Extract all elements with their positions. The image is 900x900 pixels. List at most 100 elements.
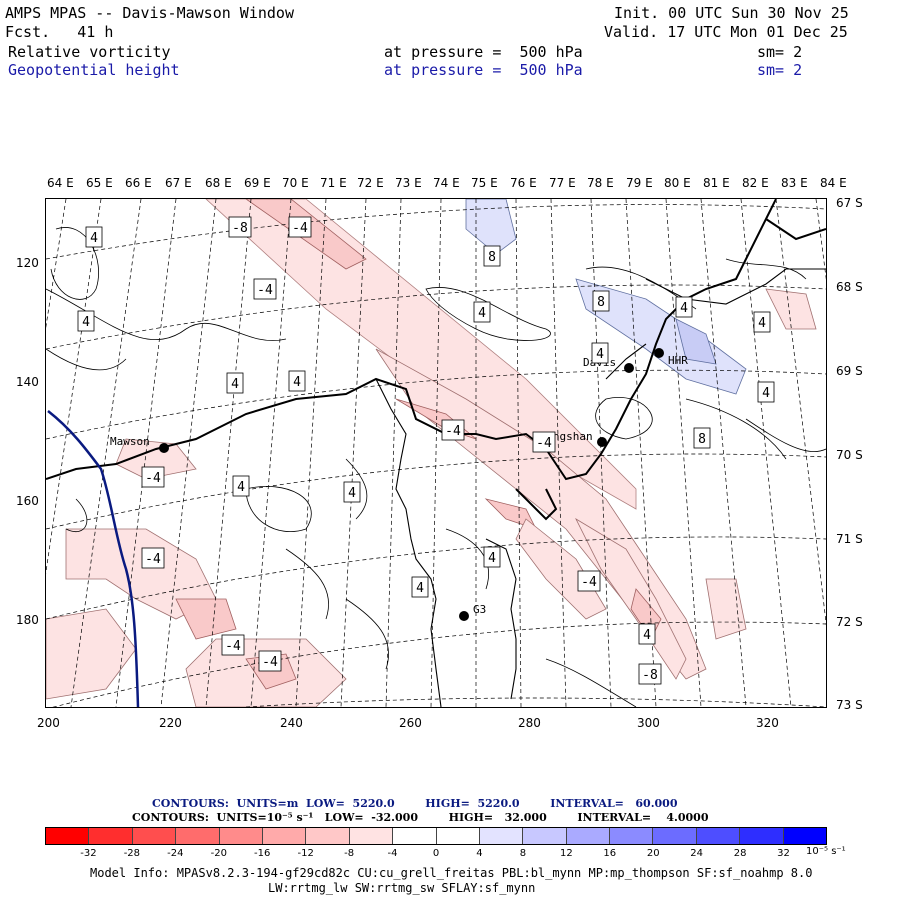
contour-label: 4 bbox=[348, 486, 356, 501]
contour-label: 4 bbox=[762, 386, 770, 401]
contour-label-box bbox=[693, 427, 711, 449]
vorticity-contour-legend: CONTOURS: UNITS=10⁻⁵ s⁻¹ LOW= -32.000 HI… bbox=[132, 811, 709, 824]
field2-name: Geopotential height bbox=[8, 61, 180, 79]
contour-label-box bbox=[228, 216, 252, 238]
contour-label: 4 bbox=[90, 231, 98, 246]
lat-label: 68 S bbox=[836, 280, 863, 294]
colorbar-label: 8 bbox=[519, 848, 527, 859]
lat-label: 70 S bbox=[836, 448, 863, 462]
geopotential-height-contour bbox=[47, 410, 140, 707]
colorbar-units: 10⁻⁵ s⁻¹ bbox=[806, 846, 846, 857]
colorbar-label: 4 bbox=[476, 848, 483, 859]
contour-label: 4 bbox=[596, 347, 604, 362]
station-hhr-marker bbox=[654, 348, 664, 358]
x-tick-label: 320 bbox=[756, 716, 779, 730]
contour-label: 8 bbox=[597, 295, 605, 310]
x-tick-label: 260 bbox=[399, 716, 422, 730]
station-g3-label: G3 bbox=[473, 603, 486, 616]
lat-label: 73 S bbox=[836, 698, 863, 712]
contour-label-box bbox=[221, 634, 245, 656]
lon-label: 84 E bbox=[820, 176, 847, 190]
contour-label-box bbox=[232, 475, 250, 497]
contour-label-box bbox=[483, 245, 501, 267]
contour-label-box bbox=[253, 278, 277, 300]
contour-label: -4 bbox=[262, 655, 278, 670]
contour-label-box bbox=[77, 310, 95, 332]
contour-label-box bbox=[577, 570, 601, 592]
lon-label: 74 E bbox=[433, 176, 460, 190]
colorbar-cell bbox=[349, 828, 394, 844]
colorbar-cell bbox=[132, 828, 177, 844]
contour-label-box bbox=[441, 419, 465, 441]
contour-label-box bbox=[592, 290, 610, 312]
contour-label: 4 bbox=[478, 306, 486, 321]
contour-label-box bbox=[532, 431, 556, 453]
map-title: AMPS MPAS -- Davis-Mawson Window bbox=[5, 4, 294, 22]
contour-label-box bbox=[258, 650, 282, 672]
contour-label-box bbox=[226, 372, 244, 394]
colorbar-label: -16 bbox=[254, 848, 271, 859]
colorbar-cell bbox=[46, 828, 90, 844]
x-tick-label: 220 bbox=[159, 716, 182, 730]
colorbar-label: -24 bbox=[167, 848, 184, 859]
contour-label-box bbox=[638, 663, 662, 685]
field1-name: Relative vorticity bbox=[8, 43, 171, 61]
contour-label-box bbox=[288, 216, 312, 238]
contour-label-box bbox=[411, 576, 429, 598]
contour-label: -4 bbox=[145, 471, 161, 486]
colorbar-cell bbox=[610, 828, 654, 844]
lon-label: 71 E bbox=[320, 176, 347, 190]
colorbar-cell bbox=[89, 828, 133, 844]
colorbar-label: 20 bbox=[646, 848, 660, 859]
x-tick-label: 300 bbox=[637, 716, 660, 730]
contour-label: 4 bbox=[680, 301, 688, 316]
colorbar-cell bbox=[306, 828, 350, 844]
colorbar-label: -4 bbox=[387, 848, 398, 859]
lon-label: 82 E bbox=[742, 176, 769, 190]
colorbar-label: 16 bbox=[603, 848, 617, 859]
contour-label-box bbox=[473, 301, 491, 323]
x-tick-label: 280 bbox=[518, 716, 541, 730]
station-hhr-label: HHR bbox=[668, 354, 688, 367]
colorbar-label: 32 bbox=[777, 848, 790, 859]
contour-label: 4 bbox=[82, 315, 90, 330]
station-davis-marker bbox=[624, 363, 634, 373]
lat-label: 69 S bbox=[836, 364, 863, 378]
contour-label: 4 bbox=[293, 375, 301, 390]
init-time: Init. 00 UTC Sun 30 Nov 25 bbox=[614, 4, 849, 22]
y-tick-label: 180 bbox=[16, 613, 39, 627]
contour-label-box bbox=[141, 466, 165, 488]
lon-label: 64 E bbox=[47, 176, 74, 190]
colorbar bbox=[45, 827, 827, 845]
contour-label: -8 bbox=[232, 221, 248, 236]
valid-time: Valid. 17 UTC Mon 01 Dec 25 bbox=[604, 23, 848, 41]
lat-label: 71 S bbox=[836, 532, 863, 546]
lon-label: 68 E bbox=[205, 176, 232, 190]
lon-label: 79 E bbox=[626, 176, 653, 190]
physics-info: LW:rrtmg_lw SW:rrtmg_sw SFLAY:sf_mynn bbox=[268, 881, 536, 895]
contour-label: 4 bbox=[416, 581, 424, 596]
field1-level: at pressure = 500 hPa bbox=[384, 43, 583, 61]
contour-label-box bbox=[85, 226, 103, 248]
field2-smooth: sm= 2 bbox=[757, 61, 803, 79]
contour-label: 8 bbox=[488, 250, 496, 265]
colorbar-cell bbox=[219, 828, 263, 844]
contour-label: 4 bbox=[488, 551, 496, 566]
contour-label: -4 bbox=[445, 424, 461, 439]
x-tick-label: 240 bbox=[280, 716, 303, 730]
station-mawson-label: Mawson bbox=[110, 435, 150, 448]
lon-label: 69 E bbox=[244, 176, 271, 190]
lat-label: 67 S bbox=[836, 196, 863, 210]
contour-label: -4 bbox=[292, 221, 308, 236]
x-tick-label: 200 bbox=[37, 716, 60, 730]
colorbar-cell bbox=[523, 828, 567, 844]
contour-label-box bbox=[483, 546, 501, 568]
lon-label: 65 E bbox=[86, 176, 113, 190]
colorbar-cell bbox=[783, 828, 827, 844]
model-info: Model Info: MPASv8.2.3-194-gf29cd82c CU:… bbox=[90, 866, 813, 880]
contour-label-box bbox=[591, 342, 609, 364]
contour-label-box bbox=[753, 311, 771, 333]
colorbar-cell bbox=[479, 828, 524, 844]
colorbar-label: 24 bbox=[690, 848, 704, 859]
contour-label-box bbox=[141, 547, 165, 569]
